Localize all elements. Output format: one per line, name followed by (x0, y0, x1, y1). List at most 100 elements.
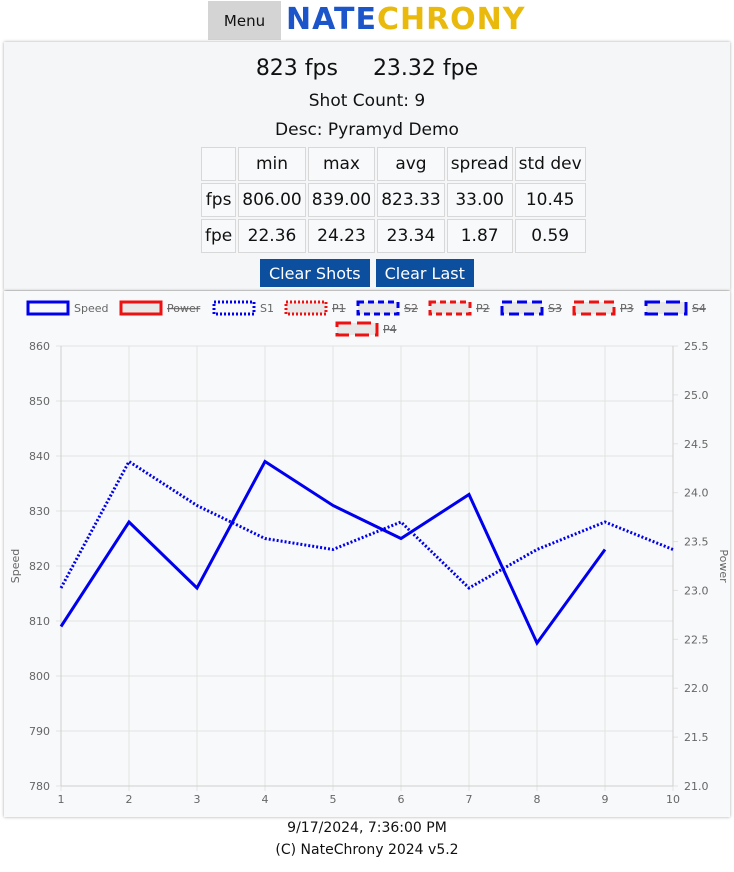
y-tick-left: 790 (29, 725, 50, 738)
stats-header-cell: spread (446, 147, 513, 181)
x-tick: 6 (398, 793, 405, 806)
x-tick: 3 (194, 793, 201, 806)
stats-header-cell (201, 147, 237, 181)
legend-swatch (644, 300, 688, 316)
stats-row-label: fpe (201, 219, 237, 253)
legend-swatch (500, 300, 544, 316)
legend-swatch (119, 300, 163, 316)
x-tick: 9 (602, 793, 609, 806)
legend-label: S1 (260, 302, 274, 315)
stats-header-row: min max avg spread std dev (201, 147, 586, 181)
fpe-reading: 23.32 fpe (372, 56, 479, 81)
y-tick-right: 24.0 (684, 487, 709, 500)
clear-shots-button[interactable]: Clear Shots (260, 259, 370, 287)
speed-power-chart[interactable]: 86085084083082081080079078025.525.024.52… (4, 291, 730, 817)
stats-table: min max avg spread std dev fps 806.00 83… (199, 145, 588, 255)
stats-header-cell: min (238, 147, 306, 181)
copyright: (C) NateChrony 2024 v5.2 (275, 842, 459, 858)
timestamp: 9/17/2024, 7:36:00 PM (287, 820, 447, 836)
y-axis-label-right: Power (717, 549, 730, 583)
y-tick-left: 820 (29, 560, 50, 573)
stats-cell: 839.00 (307, 183, 376, 217)
series-line-speed (59, 459, 607, 646)
x-tick: 1 (58, 793, 65, 806)
stats-header-cell: max (307, 147, 376, 181)
chart-series (59, 459, 674, 646)
x-tick: 4 (262, 793, 269, 806)
logo-text-chrony: CHRONY (376, 2, 526, 37)
chart-grid (56, 345, 678, 791)
legend-label: Power (167, 302, 201, 315)
legend-label: P4 (383, 323, 397, 336)
legend-swatch (428, 300, 472, 316)
natechrony-logo: NATECHRONY (286, 2, 526, 38)
legend-item-p1[interactable]: P1 (284, 300, 346, 316)
y-tick-left: 810 (29, 615, 50, 628)
y-tick-right: 21.0 (684, 780, 709, 793)
y-tick-right: 21.5 (684, 731, 709, 744)
y-axis-label-left: Speed (9, 549, 22, 583)
stats-cell: 24.23 (307, 219, 376, 253)
legend-item-s3[interactable]: S3 (500, 300, 562, 316)
legend-swatch (212, 300, 256, 316)
action-buttons: Clear Shots Clear Last (260, 259, 474, 287)
stats-cell: 1.87 (446, 219, 513, 253)
top-bar: Menu NATECHRONY (0, 0, 734, 42)
y-tick-right: 23.5 (684, 536, 709, 549)
stats-cell: 806.00 (238, 183, 306, 217)
stats-panel: 823 fps 23.32 fpe Shot Count: 9 Desc: Py… (4, 42, 730, 290)
menu-button[interactable]: Menu (208, 1, 281, 40)
legend-item-speed[interactable]: Speed (26, 300, 108, 316)
stats-cell: 22.36 (238, 219, 306, 253)
x-tick: 10 (666, 793, 680, 806)
clear-last-button[interactable]: Clear Last (375, 259, 474, 287)
y-tick-left: 780 (29, 780, 50, 793)
legend-swatch (335, 321, 379, 337)
chart-legend: Speed Power S1 P1 S2 P2 S3 P3 S4 P4 (26, 300, 706, 337)
stats-row-fps: fps 806.00 839.00 823.33 33.00 10.45 (201, 183, 586, 217)
stats-header-cell: std dev (514, 147, 586, 181)
y-tick-right: 25.5 (684, 340, 709, 353)
chart-axes: 86085084083082081080079078025.525.024.52… (29, 340, 709, 806)
legend-item-s4[interactable]: S4 (644, 300, 706, 316)
logo-text-nate: NATE (286, 2, 377, 37)
y-tick-left: 840 (29, 450, 50, 463)
legend-label: P3 (620, 302, 634, 315)
stats-cell: 33.00 (446, 183, 513, 217)
y-tick-right: 25.0 (684, 389, 709, 402)
legend-label: S4 (692, 302, 706, 315)
last-shot-reading: 823 fps 23.32 fpe (4, 55, 730, 83)
legend-swatch (26, 300, 70, 316)
y-tick-left: 850 (29, 395, 50, 408)
legend-item-p2[interactable]: P2 (428, 300, 490, 316)
stats-row-label: fps (201, 183, 237, 217)
fps-reading: 823 fps (255, 56, 338, 81)
stats-cell: 0.59 (514, 219, 586, 253)
legend-swatch (572, 300, 616, 316)
legend-item-p3[interactable]: P3 (572, 300, 634, 316)
legend-label: P1 (332, 302, 346, 315)
y-tick-left: 800 (29, 670, 50, 683)
x-tick: 2 (126, 793, 133, 806)
series-line-s1 (59, 459, 674, 590)
stats-cell: 23.34 (377, 219, 445, 253)
description: Desc: Pyramyd Demo (275, 120, 459, 140)
x-tick: 5 (330, 793, 337, 806)
y-tick-right: 23.0 (684, 584, 709, 597)
stats-header-cell: avg (377, 147, 445, 181)
x-tick: 7 (466, 793, 473, 806)
legend-swatch (356, 300, 400, 316)
shot-count: Shot Count: 9 (308, 91, 426, 111)
legend-item-s1[interactable]: S1 (212, 300, 274, 316)
y-tick-right: 24.5 (684, 438, 709, 451)
legend-item-power[interactable]: Power (119, 300, 201, 316)
stats-cell: 823.33 (377, 183, 445, 217)
y-tick-left: 830 (29, 505, 50, 518)
legend-label: Speed (74, 302, 108, 315)
legend-item-s2[interactable]: S2 (356, 300, 418, 316)
legend-label: S3 (548, 302, 562, 315)
y-tick-left: 860 (29, 340, 50, 353)
stats-row-fpe: fpe 22.36 24.23 23.34 1.87 0.59 (201, 219, 586, 253)
x-tick: 8 (534, 793, 541, 806)
legend-item-p4[interactable]: P4 (335, 321, 397, 337)
